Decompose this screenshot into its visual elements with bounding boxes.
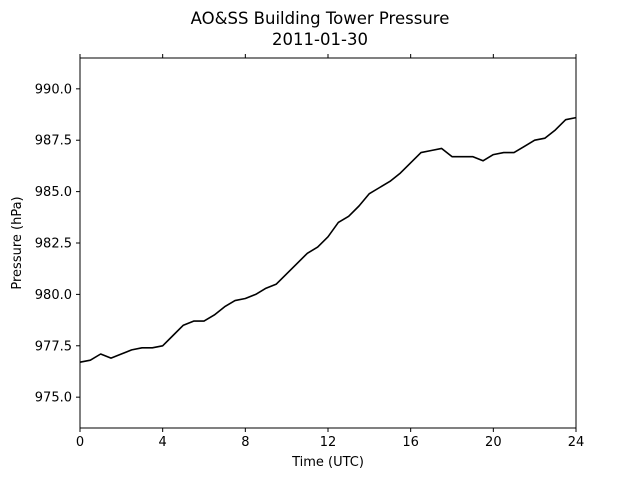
y-tick-label: 985.0 xyxy=(35,185,72,200)
x-tick-label: 8 xyxy=(241,435,249,450)
x-axis-label: Time (UTC) xyxy=(291,455,364,470)
plot-area-frame xyxy=(79,57,577,429)
y-tick-label: 980.0 xyxy=(35,288,72,303)
y-tick-label: 977.5 xyxy=(35,339,72,354)
axis-tick-labels: 0 4 8 12 16 20 24 975.0 977.5 980.0 982.5 985.0 987.… xyxy=(35,82,584,450)
y-tick-label: 990.0 xyxy=(35,82,72,97)
y-axis-label: Pressure (hPa) xyxy=(10,196,25,289)
chart-title: AO&SS Building Tower Pressure xyxy=(191,9,450,28)
y-tick-label: 987.5 xyxy=(35,134,72,149)
axis-ticks xyxy=(76,54,577,432)
x-tick-label: 24 xyxy=(568,435,585,450)
y-tick-label: 982.5 xyxy=(35,237,72,252)
x-tick-label: 4 xyxy=(159,435,167,450)
pressure-series-line xyxy=(79,116,577,364)
x-tick-label: 20 xyxy=(485,435,502,450)
x-tick-label: 0 xyxy=(76,435,84,450)
y-tick-label: 975.0 xyxy=(35,391,72,406)
chart-subtitle: 2011-01-30 xyxy=(272,30,368,49)
x-tick-label: 12 xyxy=(320,435,337,450)
x-tick-label: 16 xyxy=(402,435,419,450)
